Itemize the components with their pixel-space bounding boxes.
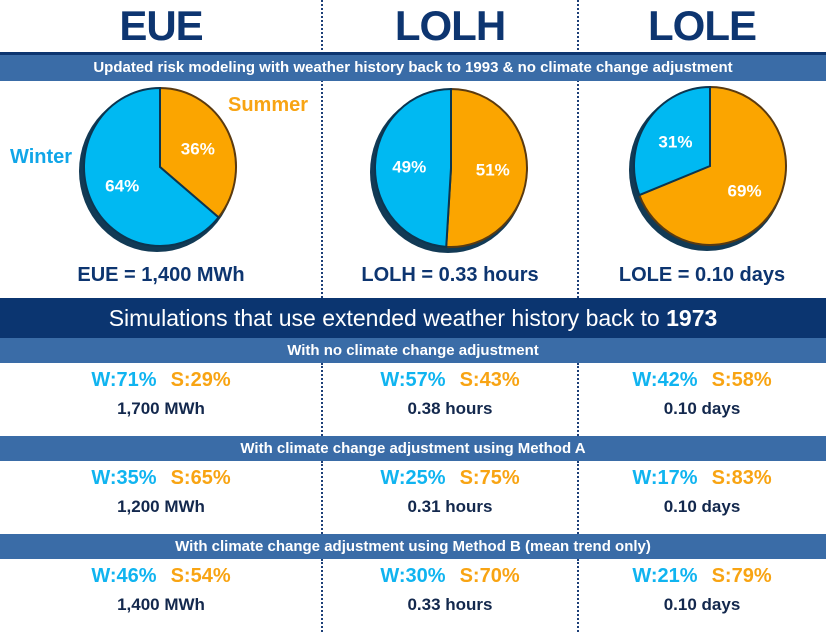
column-divider [321, 0, 323, 298]
winter-share: W:25% [380, 467, 446, 489]
season-split: W:57% S:43% [322, 369, 578, 392]
scenario-value: 0.10 days [663, 497, 741, 516]
top-band: Updated risk modeling with weather histo… [0, 55, 826, 81]
result-lolh: LOLH = 0.33 hours [361, 264, 539, 286]
scenario-value: 0.10 days [663, 399, 741, 418]
summer-share: S:65% [170, 467, 231, 489]
header-lole: LOLE [648, 2, 757, 49]
scenario-value: 0.10 days [663, 595, 741, 614]
winter-share: W:17% [632, 467, 698, 489]
column-divider [321, 461, 323, 534]
pie-slice-summer [445, 87, 528, 248]
scenario-value: 1,700 MWh [117, 399, 205, 418]
summer-share: S:43% [459, 369, 520, 391]
scenario-band: With no climate change adjustment [0, 338, 826, 363]
column-divider [321, 559, 323, 632]
season-split: W:17% S:83% [578, 467, 826, 490]
scenario-value: 0.31 hours [407, 497, 493, 516]
summer-share: S:75% [459, 467, 520, 489]
pie-slice-summer [638, 85, 787, 246]
scenario-value: 1,200 MWh [117, 497, 205, 516]
pie-label-winter: 49% [392, 158, 426, 177]
summer-share: S:58% [711, 369, 772, 391]
pie-slice-winter [633, 85, 711, 197]
header-eue: EUE [119, 2, 203, 49]
pie-label-winter: 64% [105, 177, 139, 196]
winter-share: W:57% [380, 369, 446, 391]
season-split: W:71% S:29% [0, 369, 322, 392]
pie-charts: 64% 36% 49% 51% 31% 69% [79, 85, 787, 253]
column-divider [577, 559, 579, 632]
season-split: W:30% S:70% [322, 565, 578, 588]
summer-share: S:79% [711, 565, 772, 587]
winter-share: W:21% [632, 565, 698, 587]
pie-label-summer: 69% [728, 181, 762, 200]
season-split: W:25% S:75% [322, 467, 578, 490]
season-split: W:21% S:79% [578, 565, 826, 588]
winter-share: W:42% [632, 369, 698, 391]
summer-share: S:54% [170, 565, 231, 587]
pie-slice-summer [159, 86, 237, 219]
winter-share: W:30% [380, 565, 446, 587]
simulations-title-year: 1973 [666, 305, 718, 331]
legend-winter: Winter [10, 146, 73, 168]
simulations-title-text: Simulations that use extended weather hi… [108, 305, 667, 331]
winter-share: W:71% [91, 369, 157, 391]
summer-share: S:29% [170, 369, 231, 391]
simulations-title: Simulations that use extended weather hi… [0, 298, 826, 338]
winter-share: W:35% [91, 467, 157, 489]
winter-share: W:46% [91, 565, 157, 587]
pie-label-winter: 31% [658, 133, 692, 152]
scenario-band: With climate change adjustment using Met… [0, 436, 826, 461]
scenario-value: 0.38 hours [407, 399, 493, 418]
season-split: W:42% S:58% [578, 369, 826, 392]
pie-label-summer: 51% [476, 160, 510, 179]
scenario-value: 1,400 MWh [117, 595, 205, 614]
header-lolh: LOLH [394, 2, 506, 49]
scenario-band: With climate change adjustment using Met… [0, 534, 826, 559]
result-lole: LOLE = 0.10 days [618, 264, 786, 286]
column-divider [577, 461, 579, 534]
pie-label-summer: 36% [181, 139, 215, 158]
summer-share: S:70% [459, 565, 520, 587]
column-divider [321, 363, 323, 436]
season-split: W:46% S:54% [0, 565, 322, 588]
legend-summer: Summer [228, 94, 309, 116]
result-eue: EUE = 1,400 MWh [77, 264, 245, 286]
column-divider [577, 363, 579, 436]
column-divider [577, 0, 579, 298]
divider-line [0, 52, 826, 55]
scenario-value: 0.33 hours [407, 595, 493, 614]
season-split: W:35% S:65% [0, 467, 322, 490]
pie-slice-winter [83, 86, 220, 247]
pie-slice-winter [374, 87, 452, 248]
summer-share: S:83% [711, 467, 772, 489]
